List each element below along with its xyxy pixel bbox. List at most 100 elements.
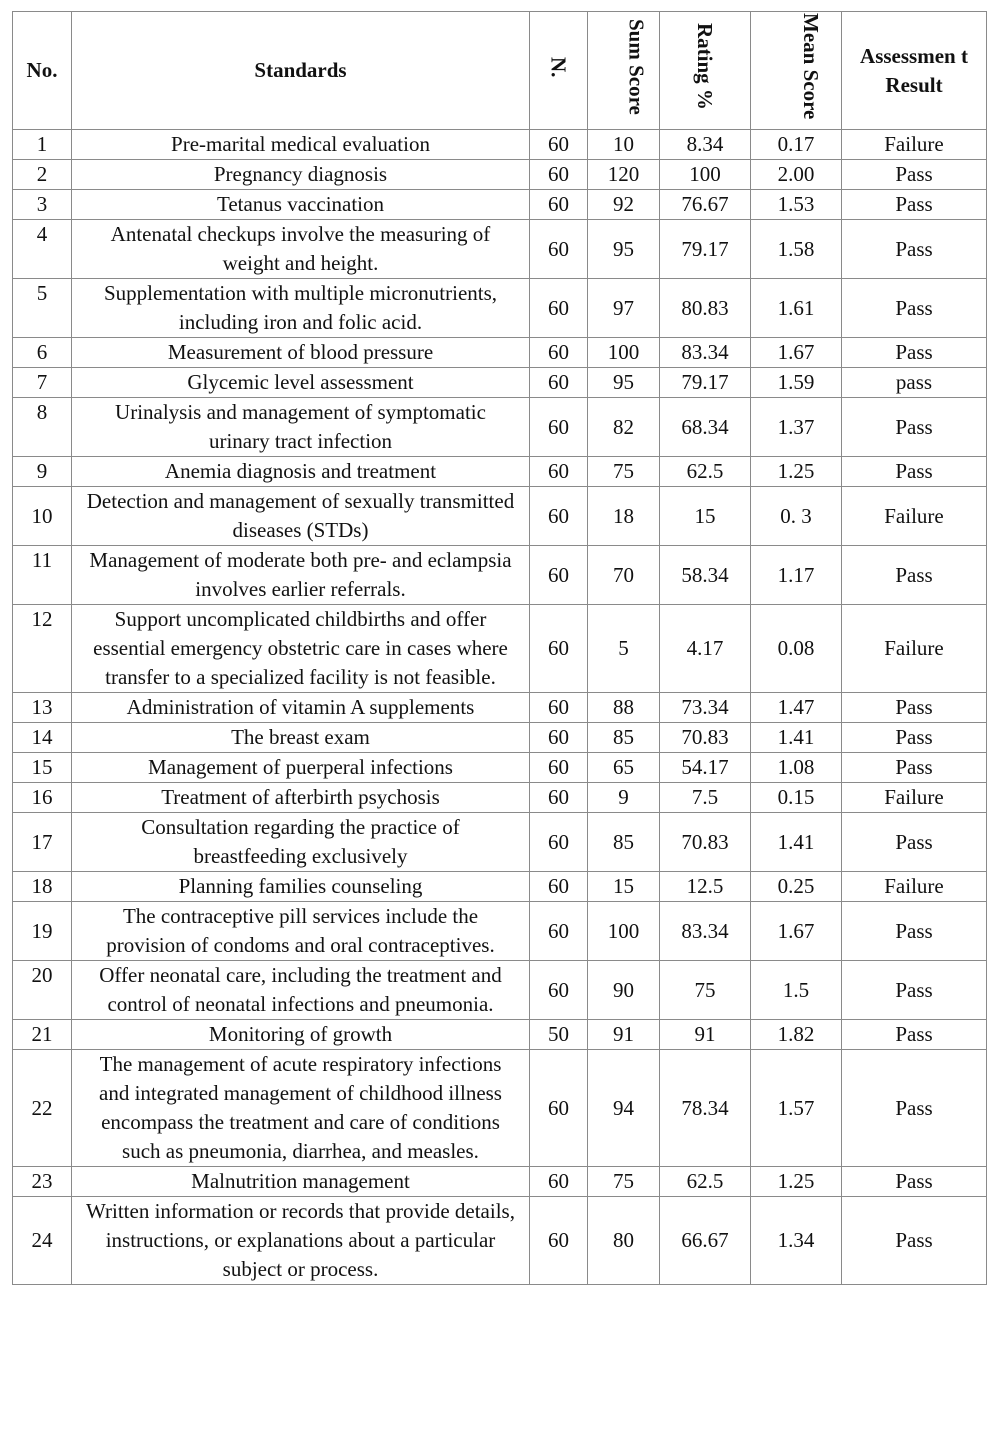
rating-percent: 12.5: [659, 871, 751, 902]
assessment-result: Pass: [841, 219, 987, 279]
n-value: 60: [529, 129, 588, 160]
sum-score: 95: [587, 219, 660, 279]
table-row: 19 The contraceptive pill services includ…: [12, 901, 987, 961]
standards-assessment-table: No. Standards N. Sum Score Rating % Mean…: [12, 11, 987, 1285]
standard-text: Measurement of blood pressure: [71, 337, 530, 368]
header-assessment-result: Assessmen t Result: [841, 11, 987, 130]
n-value: 60: [529, 189, 588, 220]
mean-score: 0.25: [750, 871, 842, 902]
sum-score: 97: [587, 278, 660, 338]
mean-score: 1.47: [750, 692, 842, 723]
row-number: 9: [12, 456, 72, 487]
table-row: 9 Anemia diagnosis and treatment 60 75 62.5 1…: [12, 456, 987, 487]
mean-score: 0.08: [750, 604, 842, 693]
assessment-result: Pass: [841, 1049, 987, 1167]
rating-percent: 54.17: [659, 752, 751, 783]
sum-score: 9: [587, 782, 660, 813]
rating-percent: 80.83: [659, 278, 751, 338]
row-number: 4: [12, 219, 72, 279]
sum-score: 82: [587, 397, 660, 457]
n-value: 60: [529, 604, 588, 693]
sum-score: 100: [587, 901, 660, 961]
header-row: No. Standards N. Sum Score Rating % Mean…: [12, 11, 987, 130]
mean-score: 1.17: [750, 545, 842, 605]
table-row: 10 Detection and management of sexually t…: [12, 486, 987, 546]
sum-score: 75: [587, 456, 660, 487]
n-value: 60: [529, 456, 588, 487]
mean-score: 1.41: [750, 812, 842, 872]
assessment-result: Pass: [841, 752, 987, 783]
row-number: 22: [12, 1049, 72, 1167]
rating-percent: 62.5: [659, 1166, 751, 1197]
mean-score: 1.82: [750, 1019, 842, 1050]
standard-text: Pregnancy diagnosis: [71, 159, 530, 190]
header-rating: Rating %: [659, 11, 751, 130]
table-row: 15 Management of puerperal infections 60 65…: [12, 752, 987, 783]
table-row: 2 Pregnancy diagnosis 60 120 100 2.00 Pass: [12, 159, 987, 190]
header-standards: Standards: [71, 11, 530, 130]
mean-score: 1.61: [750, 278, 842, 338]
table-row: 21 Monitoring of growth 50 91 91 1.82 Pass: [12, 1019, 987, 1050]
assessment-result: Pass: [841, 692, 987, 723]
row-number: 7: [12, 367, 72, 398]
rating-percent: 7.5: [659, 782, 751, 813]
table-row: 20 Offer neonatal care, including the tre…: [12, 960, 987, 1020]
mean-score: 1.08: [750, 752, 842, 783]
standard-text: Treatment of afterbirth psychosis: [71, 782, 530, 813]
rating-percent: 83.34: [659, 337, 751, 368]
sum-score: 95: [587, 367, 660, 398]
sum-score: 15: [587, 871, 660, 902]
standard-text: Management of moderate both pre- and ecl…: [71, 545, 530, 605]
mean-score: 1.37: [750, 397, 842, 457]
sum-score: 10: [587, 129, 660, 160]
row-number: 8: [12, 397, 72, 457]
header-n: N.: [529, 11, 588, 130]
table-row: 1 Pre-marital medical evaluation 60 10 8.34 0…: [12, 129, 987, 160]
mean-score: 0.17: [750, 129, 842, 160]
table-row: 3 Tetanus vaccination 60 92 76.67 1.53 Pass: [12, 189, 987, 220]
sum-score: 91: [587, 1019, 660, 1050]
table-row: 22 The management of acute respiratory in…: [12, 1049, 987, 1167]
row-number: 1: [12, 129, 72, 160]
mean-score: 1.57: [750, 1049, 842, 1167]
mean-score: 1.34: [750, 1196, 842, 1285]
row-number: 13: [12, 692, 72, 723]
assessment-result: Pass: [841, 278, 987, 338]
rating-percent: 8.34: [659, 129, 751, 160]
assessment-result: Pass: [841, 456, 987, 487]
sum-score: 120: [587, 159, 660, 190]
mean-score: 1.59: [750, 367, 842, 398]
assessment-result: Pass: [841, 397, 987, 457]
rating-percent: 4.17: [659, 604, 751, 693]
standard-text: The breast exam: [71, 722, 530, 753]
mean-score: 1.25: [750, 456, 842, 487]
rating-percent: 70.83: [659, 722, 751, 753]
n-value: 60: [529, 812, 588, 872]
sum-score: 18: [587, 486, 660, 546]
row-number: 3: [12, 189, 72, 220]
mean-score: 1.58: [750, 219, 842, 279]
standard-text: Planning families counseling: [71, 871, 530, 902]
standard-text: Pre-marital medical evaluation: [71, 129, 530, 160]
n-value: 60: [529, 782, 588, 813]
mean-score: 1.67: [750, 337, 842, 368]
assessment-result: Pass: [841, 159, 987, 190]
header-rating-text: Rating %: [693, 23, 717, 110]
rating-percent: 91: [659, 1019, 751, 1050]
sum-score: 92: [587, 189, 660, 220]
row-number: 20: [12, 960, 72, 1020]
assessment-result: Pass: [841, 337, 987, 368]
n-value: 60: [529, 871, 588, 902]
rating-percent: 76.67: [659, 189, 751, 220]
standard-text: Anemia diagnosis and treatment: [71, 456, 530, 487]
assessment-result: Pass: [841, 722, 987, 753]
assessment-result: Pass: [841, 189, 987, 220]
rating-percent: 79.17: [659, 367, 751, 398]
table-row: 7 Glycemic level assessment 60 95 79.17 1.59 p…: [12, 367, 987, 398]
sum-score: 90: [587, 960, 660, 1020]
standard-text: Offer neonatal care, including the treat…: [71, 960, 530, 1020]
assessment-result: Failure: [841, 486, 987, 546]
header-no: No.: [12, 11, 72, 130]
standard-text: Consultation regarding the practice of b…: [71, 812, 530, 872]
standard-text: The management of acute respiratory infe…: [71, 1049, 530, 1167]
